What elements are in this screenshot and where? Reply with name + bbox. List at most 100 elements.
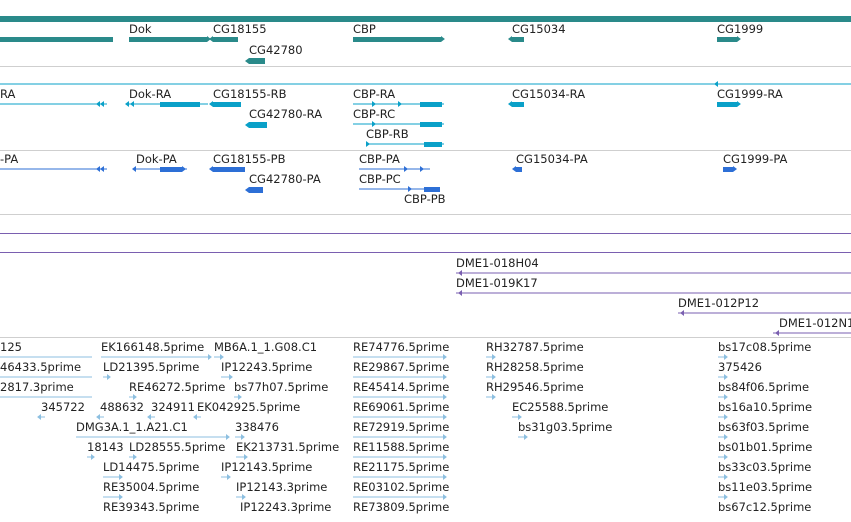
est-label[interactable]: RE29867.5prime xyxy=(353,360,450,374)
arrow-right-icon xyxy=(443,434,447,440)
est-label[interactable]: bs11e03.5prime xyxy=(718,480,813,494)
est-label[interactable]: bs33c03.5prime xyxy=(718,460,812,474)
est-label[interactable]: IP12243.3prime xyxy=(240,500,332,514)
transcript-label[interactable]: CG1999-RA xyxy=(717,87,783,101)
feature-block xyxy=(213,167,245,172)
gene-label[interactable]: CG1999 xyxy=(717,22,764,36)
est-label[interactable]: IP12143.5prime xyxy=(221,460,313,474)
arrow-right-icon xyxy=(737,101,741,107)
clone-label[interactable]: DME1-018H04 xyxy=(456,256,539,270)
est-label[interactable]: bs84f06.5prime xyxy=(718,380,810,394)
est-label[interactable]: bs01b01.5prime xyxy=(718,440,813,454)
est-label[interactable]: MB6A.1_1.G08.C1 xyxy=(214,340,318,354)
est-label[interactable]: LD21395.5prime xyxy=(103,360,200,374)
est-label[interactable]: 125 xyxy=(0,340,22,354)
protein-label[interactable]: CG18155-PB xyxy=(213,152,286,166)
est-label[interactable]: bs16a10.5prime xyxy=(718,400,813,414)
strand-right-icon xyxy=(733,166,737,172)
est-label[interactable]: DMG3A.1_1.A21.C1 xyxy=(76,420,188,434)
feature-block xyxy=(213,37,238,42)
transcript-label[interactable]: CBP-RB xyxy=(366,127,409,141)
est-label[interactable]: RE74776.5prime xyxy=(353,340,450,354)
strand-left-icon xyxy=(209,101,213,107)
clone-label[interactable]: DME1-012P12 xyxy=(678,296,760,310)
est-label[interactable]: 345722 xyxy=(41,400,85,414)
est-label[interactable]: RE03102.5prime xyxy=(353,480,450,494)
arrow-right-icon xyxy=(119,474,123,480)
feature-block xyxy=(0,37,113,42)
arrow-right-icon xyxy=(724,474,728,480)
est-label[interactable]: LD28555.5prime xyxy=(129,440,226,454)
est-label[interactable]: RE39343.5prime xyxy=(103,500,200,514)
arrow-left-icon xyxy=(96,414,100,420)
protein-label[interactable]: CBP-PC xyxy=(359,172,401,186)
est-label[interactable]: IP12143.3prime xyxy=(236,480,328,494)
transcript-label[interactable]: CG15034-RA xyxy=(512,87,586,101)
est-label[interactable]: bs63f03.5prime xyxy=(718,420,810,434)
protein-label[interactable]: CG15034-PA xyxy=(516,152,588,166)
est-label[interactable]: 488632 xyxy=(100,400,144,414)
est-label[interactable]: 18143 xyxy=(87,440,124,454)
arrow-right-icon xyxy=(443,374,447,380)
track-separator xyxy=(0,66,851,67)
strand-right-icon xyxy=(404,166,408,172)
protein-label[interactable]: CG1999-PA xyxy=(723,152,788,166)
arrow-right-icon xyxy=(238,394,242,400)
strand-left-icon xyxy=(512,166,516,172)
est-label[interactable]: 338476 xyxy=(235,420,279,434)
protein-label[interactable]: Dok-PA xyxy=(136,152,177,166)
est-label[interactable]: RE35004.5prime xyxy=(103,480,200,494)
est-label[interactable]: bs77h07.5prime xyxy=(234,380,329,394)
strand-left-icon xyxy=(508,101,512,107)
arrow-right-icon xyxy=(241,434,245,440)
transcript-label[interactable]: RA xyxy=(0,87,16,101)
transcript-label[interactable]: CBP-RA xyxy=(353,87,396,101)
gene-label[interactable]: CG18155 xyxy=(213,22,267,36)
est-label[interactable]: bs17c08.5prime xyxy=(718,340,812,354)
transcript-label[interactable]: CBP-RC xyxy=(353,107,396,121)
est-label[interactable]: 324911 xyxy=(151,400,195,414)
est-label[interactable]: RE69061.5prime xyxy=(353,400,450,414)
clone-label[interactable]: DME1-012N1 xyxy=(779,316,851,330)
feature-block xyxy=(512,102,524,107)
gene-label[interactable]: CBP xyxy=(353,22,376,36)
strand-left-icon xyxy=(132,166,136,172)
est-label[interactable]: bs67c12.5prime xyxy=(718,500,812,514)
transcript-label[interactable]: CG42780-RA xyxy=(249,107,323,121)
est-label[interactable]: RE45414.5prime xyxy=(353,380,450,394)
est-label[interactable]: RH28258.5prime xyxy=(486,360,584,374)
est-label[interactable]: EC25588.5prime xyxy=(512,400,609,414)
est-label[interactable]: RE21175.5prime xyxy=(353,460,450,474)
transcript-label[interactable]: Dok-RA xyxy=(129,87,172,101)
est-label[interactable]: RE73809.5prime xyxy=(353,500,450,514)
est-label[interactable]: RE11588.5prime xyxy=(353,440,450,454)
est-label[interactable]: RE72919.5prime xyxy=(353,420,450,434)
est-label[interactable]: 2817.3prime xyxy=(0,380,74,394)
clone-label[interactable]: DME1-019K17 xyxy=(456,276,538,290)
protein-label[interactable]: CBP-PA xyxy=(359,152,400,166)
gene-label[interactable]: CG42780 xyxy=(249,43,303,57)
arrow-right-icon xyxy=(227,474,231,480)
est-label[interactable]: EK042925.5prime xyxy=(197,400,301,414)
est-label[interactable]: LD14475.5prime xyxy=(103,460,200,474)
gene-label[interactable]: CG15034 xyxy=(512,22,566,36)
protein-label[interactable]: CG42780-PA xyxy=(249,172,321,186)
est-label[interactable]: IP12243.5prime xyxy=(221,360,313,374)
est-label[interactable]: RE46272.5prime xyxy=(129,380,226,394)
arrow-right-icon xyxy=(724,434,728,440)
gene-label[interactable]: Dok xyxy=(129,22,152,36)
strand-left-icon xyxy=(96,166,100,172)
est-label[interactable]: RH29546.5prime xyxy=(486,380,584,394)
arrow-right-icon xyxy=(492,394,496,400)
est-label[interactable]: 375426 xyxy=(718,360,762,374)
est-label[interactable]: bs31g03.5prime xyxy=(518,420,613,434)
est-label[interactable]: EK166148.5prime xyxy=(101,340,205,354)
est-label[interactable]: 46433.5prime xyxy=(0,360,82,374)
protein-label[interactable]: CBP-PB xyxy=(404,192,446,206)
arrow-right-icon xyxy=(208,354,212,360)
protein-label[interactable]: -PA xyxy=(0,152,19,166)
transcript-label[interactable]: CG18155-RB xyxy=(213,87,287,101)
est-label[interactable]: RH32787.5prime xyxy=(486,340,584,354)
est-label[interactable]: EK213731.5prime xyxy=(236,440,340,454)
